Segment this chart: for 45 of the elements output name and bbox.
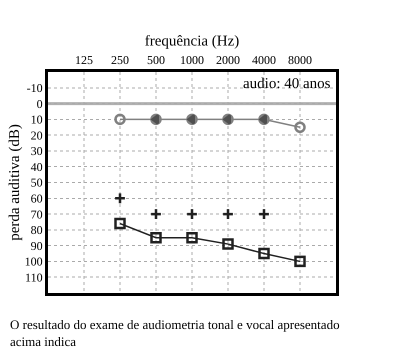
- x-tick-label: 125: [75, 53, 93, 68]
- point: [259, 114, 267, 125]
- annotation: audio: 40 anos: [243, 76, 331, 92]
- y-tick-label: 0: [36, 96, 43, 111]
- point: [186, 208, 198, 220]
- point: [150, 232, 162, 244]
- point: [150, 114, 162, 126]
- y-tick-label: 70: [30, 207, 43, 222]
- x-tick-label: 500: [147, 53, 165, 68]
- y-tick-label: -10: [26, 80, 43, 95]
- y-tick-label: 80: [30, 223, 43, 238]
- y-tick-label: 100: [24, 254, 43, 269]
- y-tick-label: 110: [25, 270, 43, 284]
- point: [223, 114, 231, 125]
- point: [114, 192, 126, 204]
- point: [294, 122, 306, 133]
- y-tick-label: 40: [30, 160, 43, 174]
- x-tick-label: 2000: [216, 53, 240, 68]
- point: [258, 208, 270, 220]
- point: [258, 248, 270, 260]
- y-tick-label: 30: [30, 144, 43, 158]
- point: [114, 218, 126, 230]
- x-tick-label: 250: [111, 53, 129, 68]
- point: [150, 208, 162, 220]
- x-tick-label: 1000: [180, 53, 204, 68]
- point: [114, 114, 126, 126]
- point: [186, 232, 198, 244]
- y-axis-title: perda auditiva (dB): [6, 124, 23, 241]
- point: [222, 114, 234, 126]
- text: O resultado do exame de audiometria tonal e vocal apresentado acima indica: [10, 317, 340, 349]
- point: [151, 114, 159, 125]
- point: [222, 208, 234, 220]
- point: [258, 114, 270, 126]
- x-tick-label: 4000: [252, 53, 276, 68]
- y-tick-label: 60: [30, 191, 43, 206]
- point: [294, 256, 306, 268]
- y-tick-label: 90: [30, 238, 43, 253]
- y-tick-label: 20: [30, 128, 43, 142]
- point: [222, 238, 234, 250]
- x-tick-label: 8000: [288, 53, 312, 68]
- x-axis-title: frequência (Hz): [144, 33, 240, 50]
- y-tick-label: 10: [30, 112, 43, 127]
- point: [187, 114, 195, 125]
- y-tick-label: 50: [30, 176, 43, 190]
- point: [186, 114, 198, 126]
